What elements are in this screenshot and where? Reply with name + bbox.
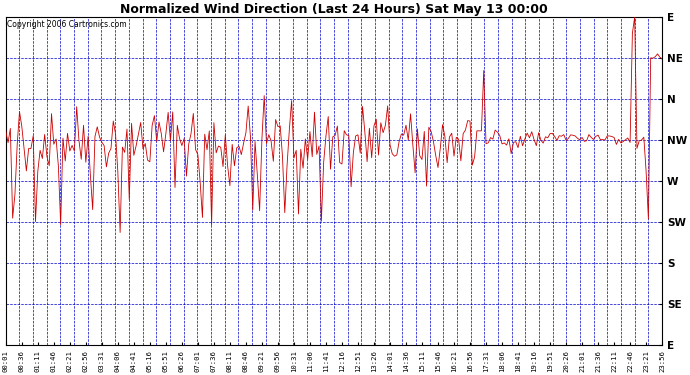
Title: Normalized Wind Direction (Last 24 Hours) Sat May 13 00:00: Normalized Wind Direction (Last 24 Hours… — [120, 3, 548, 16]
Text: Copyright 2006 Cartronics.com: Copyright 2006 Cartronics.com — [7, 20, 127, 29]
